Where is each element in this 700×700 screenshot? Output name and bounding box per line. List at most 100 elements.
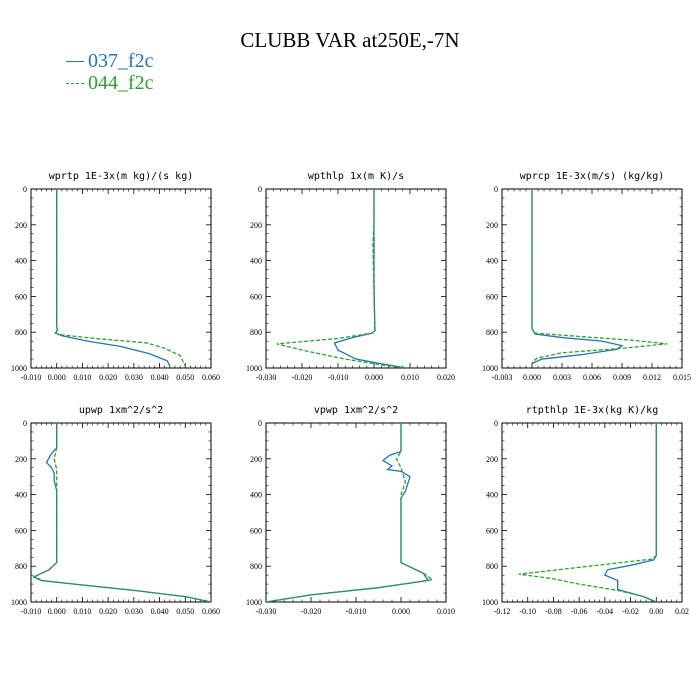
y-tick-label: 400	[15, 257, 27, 266]
y-tick-label: 0	[23, 185, 27, 194]
x-tick-label: -0.04	[597, 607, 614, 616]
series-line-1	[603, 423, 657, 602]
chart-panel-5: vpwp 1xm^2/s^2 -0.030 -0.020 -0.010 0.000 0.0…	[246, 405, 455, 616]
x-tick-label: 0.060	[202, 607, 220, 616]
y-tick-label: 600	[486, 292, 498, 301]
panel-title: wpthlp 1x(m K)/s	[308, 171, 404, 182]
x-tick-label: -0.010	[346, 607, 367, 616]
y-tick-label: 0	[23, 419, 27, 428]
x-tick-label: -0.030	[256, 373, 277, 382]
y-tick-label: 200	[15, 455, 27, 464]
x-tick-label: -0.030	[256, 607, 277, 616]
x-tick-label: 0.040	[151, 373, 169, 382]
y-tick-label: 600	[250, 526, 262, 535]
y-tick-label: 600	[15, 292, 27, 301]
chart-panel-2: wpthlp 1x(m K)/s -0.030 -0.020 -0.010 0.000 0…	[246, 171, 455, 382]
plot-frame	[501, 188, 683, 369]
x-tick-label: -0.02	[622, 607, 639, 616]
panel-title: rtpthlp 1E-3x(kg K)/kg	[526, 405, 658, 416]
x-tick-label: -0.020	[301, 607, 322, 616]
chart-panel-1: wprtp 1E-3x(m kg)/(s kg) -0.010 0.000 0.010…	[11, 171, 220, 382]
x-tick-label: -0.06	[571, 607, 588, 616]
y-tick-label: 1000	[246, 364, 262, 373]
y-tick-label: 800	[250, 562, 262, 571]
x-tick-label: 0.000	[523, 373, 541, 382]
y-tick-label: 600	[250, 292, 262, 301]
y-tick-label: 400	[486, 257, 498, 266]
x-tick-label: 0.060	[202, 373, 220, 382]
y-tick-label: 1000	[11, 364, 27, 373]
x-tick-label: 0.030	[125, 373, 143, 382]
x-tick-label: 0.030	[125, 607, 143, 616]
y-tick-label: 0	[258, 419, 262, 428]
legend-label-2: 044_f2c	[88, 72, 154, 94]
x-tick-label: 0.020	[99, 607, 117, 616]
y-tick-label: 800	[15, 328, 27, 337]
x-tick-label: 0.003	[553, 373, 571, 382]
legend-line-2	[66, 83, 84, 84]
x-tick-label: -0.12	[494, 607, 511, 616]
y-tick-label: 200	[250, 455, 262, 464]
series-line-2	[531, 189, 668, 364]
y-tick-label: 400	[486, 491, 498, 500]
plot-frame	[265, 422, 447, 603]
y-tick-label: 1000	[482, 598, 498, 607]
x-tick-label: 0.000	[392, 607, 410, 616]
series-line-1	[32, 423, 211, 602]
chart-panel-6: rtpthlp 1E-3x(kg K)/kg -0.12 -0.10 -0.08 -0.…	[482, 405, 689, 616]
chart-panel-4: upwp 1xm^2/s^2 -0.010 0.000 0.010 0.020 0.030…	[11, 405, 220, 616]
legend-entry-2: 044_f2c	[66, 72, 154, 95]
plot-frame	[30, 422, 212, 603]
y-tick-label: 800	[250, 328, 262, 337]
series-line-1	[54, 189, 171, 367]
x-tick-label: 0.010	[73, 607, 91, 616]
panel-title: vpwp 1xm^2/s^2	[314, 405, 398, 416]
panel-title: wprtp 1E-3x(m kg)/(s kg)	[49, 171, 194, 182]
y-tick-label: 800	[15, 562, 27, 571]
y-tick-label: 200	[486, 455, 498, 464]
x-tick-label: 0.00	[649, 607, 663, 616]
y-tick-label: 1000	[246, 598, 262, 607]
page-title: CLUBB VAR at250E,-7N	[240, 28, 460, 52]
x-tick-label: 0.040	[151, 607, 169, 616]
y-tick-label: 0	[258, 185, 262, 194]
x-tick-label: 0.010	[401, 373, 419, 382]
series-line-1	[333, 189, 407, 368]
x-tick-label: -0.010	[21, 373, 42, 382]
x-tick-label: 0.009	[613, 373, 631, 382]
panel-title: wprcp 1E-3x(m/s) (kg/kg)	[520, 171, 665, 182]
x-tick-label: -0.003	[492, 373, 513, 382]
x-tick-label: 0.000	[365, 373, 383, 382]
x-tick-label: 0.010	[437, 607, 455, 616]
y-tick-label: 400	[15, 491, 27, 500]
x-tick-label: 0.050	[176, 373, 194, 382]
x-tick-label: -0.08	[545, 607, 562, 616]
series-line-1	[266, 423, 430, 602]
y-tick-label: 400	[250, 491, 262, 500]
legend-label-1: 037_f2c	[88, 50, 154, 72]
chart-panel-3: wprcp 1E-3x(m/s) (kg/kg) -0.003 0.000 0.003…	[482, 171, 691, 382]
y-tick-label: 1000	[482, 364, 498, 373]
y-tick-label: 800	[486, 328, 498, 337]
y-tick-label: 0	[494, 419, 498, 428]
x-tick-label: 0.000	[48, 607, 66, 616]
y-tick-label: 400	[250, 257, 262, 266]
x-tick-label: 0.010	[73, 373, 91, 382]
x-tick-label: -0.010	[328, 373, 349, 382]
y-tick-label: 600	[15, 526, 27, 535]
y-tick-label: 200	[250, 221, 262, 230]
x-tick-label: -0.010	[21, 607, 42, 616]
series-line-2	[34, 423, 211, 602]
x-tick-label: 0.02	[675, 607, 689, 616]
series-line-2	[518, 423, 657, 602]
x-tick-label: 0.050	[176, 607, 194, 616]
series-line-1	[531, 189, 624, 365]
x-tick-label: 0.020	[437, 373, 455, 382]
series-line-2	[54, 189, 186, 367]
series-line-2	[276, 189, 407, 368]
plot-frame	[265, 188, 447, 369]
x-tick-label: -0.10	[519, 607, 536, 616]
legend-entry-1: 037_f2c	[66, 50, 154, 73]
y-tick-label: 200	[486, 221, 498, 230]
